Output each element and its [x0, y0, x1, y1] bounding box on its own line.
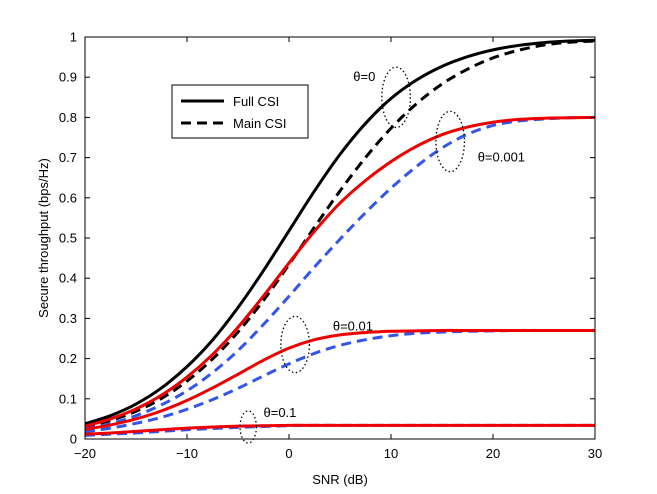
annotation-ellipse-theta-0-001: [435, 110, 466, 173]
x-tick-label: 20: [486, 446, 500, 461]
x-tick-label: −20: [74, 446, 96, 461]
tick-layer: −20 −10 0 10 20 30 0 0.1 0.2 0.3 0.4 0.5 0.6 0.7 0.8 0.…: [59, 30, 602, 462]
series-line-main-csi-theta-0-001: [84, 115, 596, 431]
y-tick-label: 0: [70, 432, 77, 447]
x-tick-label: 10: [384, 446, 398, 461]
series-line-full-csi-theta-0-001: [84, 115, 596, 428]
annotation-layer: θ=0 θ=0.001 θ=0.01 θ=0.1: [239, 66, 525, 444]
y-tick-label: 1: [70, 30, 77, 45]
legend-label-full-csi: Full CSI: [233, 94, 279, 109]
legend-label-main-csi: Main CSI: [233, 116, 286, 131]
annotation-ellipse-theta-0-1: [239, 410, 258, 444]
series-layer: [84, 38, 596, 437]
y-tick-label: 0.9: [59, 70, 77, 85]
series-line-main-csi-theta-0: [84, 39, 596, 429]
annotation-label-theta-0-001: θ=0.001: [478, 150, 525, 165]
y-tick-label: 0.4: [59, 271, 77, 286]
series-line-full-csi-theta-0: [84, 38, 596, 426]
annotation-ellipse-theta-0-01: [280, 315, 311, 374]
y-tick-label: 0.2: [59, 351, 77, 366]
y-tick-label: 0.5: [59, 231, 77, 246]
annotation-label-theta-0: θ=0: [353, 69, 375, 84]
series-line-full-csi-theta-0-01: [84, 328, 595, 431]
annotation-label-theta-0-1: θ=0.1: [264, 405, 297, 420]
y-tick-label: 0.7: [59, 150, 77, 165]
y-tick-label: 0.6: [59, 190, 77, 205]
x-tick-label: 0: [285, 446, 292, 461]
y-axis-label: Secure throughput (bps/Hz): [36, 158, 51, 318]
x-tick-label: −10: [176, 446, 198, 461]
x-axis-label: SNR (dB): [312, 472, 368, 487]
x-tick-label: 30: [588, 446, 602, 461]
legend-box: [171, 84, 309, 139]
series-line-main-csi-theta-0-01: [84, 328, 595, 434]
y-tick-label: 0.1: [59, 391, 77, 406]
annotation-label-theta-0-01: θ=0.01: [333, 318, 373, 333]
legend: Full CSI Main CSI: [171, 84, 309, 139]
series-line-main-csi-theta-0-1: [84, 423, 595, 437]
y-tick-label: 0.3: [59, 311, 77, 326]
y-tick-label: 0.8: [59, 110, 77, 125]
series-line-full-csi-theta-0-1: [84, 423, 595, 436]
annotation-ellipse-theta-0: [381, 66, 412, 129]
